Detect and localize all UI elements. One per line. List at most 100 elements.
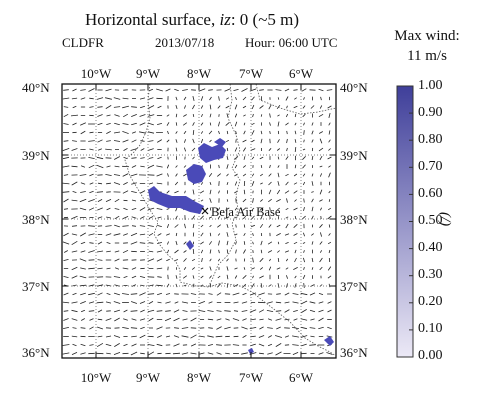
lon-tick-bottom: 6°W xyxy=(289,370,313,385)
wind-vector xyxy=(131,114,137,117)
wind-vector xyxy=(157,216,162,219)
wind-vector xyxy=(252,113,254,118)
colorbar-tick-label: 0.40 xyxy=(418,240,443,255)
wind-vector xyxy=(226,249,229,254)
wind-vector xyxy=(114,258,120,262)
wind-vector xyxy=(259,173,264,177)
wind-vector xyxy=(319,189,323,195)
wind-vector xyxy=(71,301,78,304)
wind-vector xyxy=(139,190,146,194)
wind-vector xyxy=(242,147,247,152)
wind-vector xyxy=(318,301,324,304)
wind-vector xyxy=(63,327,69,329)
wind-vector xyxy=(260,138,263,144)
wind-vector xyxy=(114,208,120,210)
colorbar-tick-label: 0.70 xyxy=(418,159,443,174)
wind-vector xyxy=(157,156,162,160)
wind-vector xyxy=(268,189,272,195)
wind-vector xyxy=(198,310,206,312)
wind-vector xyxy=(267,241,273,245)
wind-vector xyxy=(174,181,179,186)
lat-tick-left: 37°N xyxy=(22,279,50,294)
wind-vector xyxy=(309,292,316,296)
lon-tick-bottom: 8°W xyxy=(187,370,211,385)
wind-vector xyxy=(277,250,280,253)
wind-vector xyxy=(97,114,103,117)
wind-vector xyxy=(285,267,289,270)
wind-vector xyxy=(97,335,103,338)
wind-vector xyxy=(113,352,121,355)
wind-vector xyxy=(157,233,162,236)
wind-vector xyxy=(130,232,138,237)
wind-vector xyxy=(319,224,323,228)
wind-vector xyxy=(166,114,170,117)
plot-title: Horizontal surface, iz: 0 (~5 m) xyxy=(84,10,300,29)
beja-air-base-marker xyxy=(201,207,209,215)
wind-vector xyxy=(209,104,212,110)
wind-vector xyxy=(309,344,316,346)
wind-vector xyxy=(201,113,203,118)
wind-vector xyxy=(199,352,205,355)
wind-vector xyxy=(235,241,237,245)
wind-vector xyxy=(252,241,254,245)
wind-vector xyxy=(192,96,195,101)
wind-vector xyxy=(191,267,196,270)
wind-vector xyxy=(148,97,154,100)
wind-vector xyxy=(242,165,247,168)
wind-vector xyxy=(140,148,145,151)
wind-vector xyxy=(156,250,163,253)
wind-vector xyxy=(113,97,121,100)
wind-vector xyxy=(293,241,298,245)
beja-air-base-label: Beja Air Base xyxy=(211,205,281,219)
wind-vector xyxy=(63,259,69,261)
wind-vector xyxy=(209,232,212,237)
wind-vector xyxy=(130,327,138,329)
lat-tick-right: 37°N xyxy=(340,279,368,294)
wind-vector xyxy=(285,258,289,262)
coastline xyxy=(124,84,336,357)
wind-vector xyxy=(277,165,280,168)
wind-vector xyxy=(217,216,221,219)
wind-vector xyxy=(225,97,230,100)
wind-vector xyxy=(200,249,204,254)
wind-vector xyxy=(89,326,94,330)
wind-vector xyxy=(166,122,170,126)
wind-vector xyxy=(233,283,239,288)
wind-vector xyxy=(207,335,214,338)
wind-vector xyxy=(147,207,155,211)
wind-vector xyxy=(267,352,273,355)
wind-vector xyxy=(63,123,69,125)
wind-vector xyxy=(209,224,212,228)
wind-vector xyxy=(252,198,254,203)
wind-vector xyxy=(113,131,121,134)
wind-vector xyxy=(182,122,188,126)
wind-vector xyxy=(123,276,128,278)
wind-vector xyxy=(209,122,212,126)
wind-vector xyxy=(275,89,282,91)
lat-tick-left: 39°N xyxy=(22,148,50,163)
wind-vector xyxy=(131,157,137,159)
wind-vector xyxy=(113,276,121,278)
wind-vector xyxy=(293,207,298,211)
lon-tick-top: 6°W xyxy=(289,66,313,81)
wind-vector xyxy=(260,130,263,135)
wind-vector xyxy=(71,225,78,227)
wind-vector xyxy=(166,283,170,288)
wind-vector xyxy=(268,181,272,186)
wind-vector xyxy=(292,301,299,304)
wind-vector xyxy=(217,283,221,288)
wind-vector xyxy=(89,173,94,177)
colorbar-tick-label: 0.60 xyxy=(418,186,443,201)
wind-vector xyxy=(139,97,146,100)
wind-vector xyxy=(123,318,128,321)
wind-vector xyxy=(71,181,78,186)
wind-vector xyxy=(167,249,169,254)
wind-vector xyxy=(259,267,264,270)
wind-vector xyxy=(276,267,281,270)
wind-vector xyxy=(260,215,263,220)
wind-vector xyxy=(174,249,179,254)
wind-vector xyxy=(327,326,332,330)
wind-vector xyxy=(269,131,271,134)
wind-vector xyxy=(71,148,78,151)
wind-vector xyxy=(259,352,264,355)
